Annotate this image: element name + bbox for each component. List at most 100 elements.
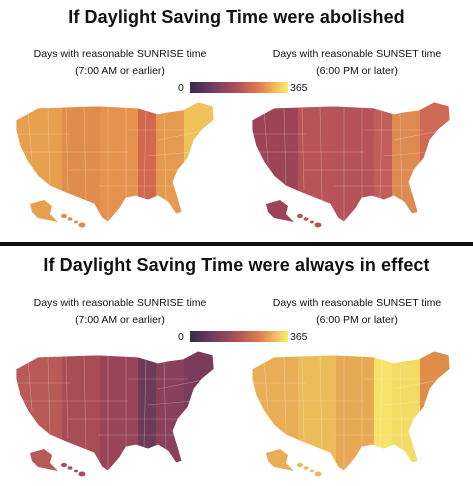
- state-border: [399, 360, 403, 450]
- time-zone-band: [336, 102, 374, 222]
- caption-line: (6:00 PM or later): [316, 65, 398, 77]
- state-border: [263, 109, 269, 163]
- state-border: [393, 378, 445, 390]
- time-zone-band: [420, 351, 450, 471]
- state-border: [27, 109, 33, 163]
- us-map: [251, 101, 451, 228]
- section-title: If Daylight Saving Time were always in e…: [43, 255, 430, 275]
- color-legend: 0 365: [178, 81, 308, 95]
- caption-line: (7:00 AM or earlier): [75, 314, 165, 326]
- state-border: [147, 151, 194, 157]
- hawaii-island: [74, 220, 78, 224]
- time-zone-band: [156, 351, 184, 471]
- hawaii-island: [67, 217, 73, 221]
- time-zone-band: [62, 102, 100, 222]
- time-zone-band: [100, 351, 138, 471]
- time-zone-band: [392, 102, 420, 222]
- state-border: [27, 358, 33, 412]
- section-divider: [0, 242, 473, 246]
- time-zone-band: [184, 351, 214, 471]
- time-zone-band: [420, 102, 450, 222]
- legend-gradient: [190, 331, 288, 342]
- hawaii-island: [61, 462, 67, 468]
- hawaii-island: [310, 220, 314, 224]
- time-zone-band: [156, 102, 184, 222]
- state-border: [83, 105, 87, 201]
- alaska-shape: [266, 200, 294, 222]
- state-border: [319, 354, 323, 450]
- hawaii-island: [61, 213, 67, 219]
- state-border: [379, 358, 383, 448]
- color-legend: 0 365: [178, 330, 308, 344]
- section-title: If Daylight Saving Time were abolished: [68, 7, 405, 27]
- state-border: [47, 107, 51, 185]
- hawaii-island: [78, 222, 86, 228]
- sunset-caption: Days with reasonable SUNSET time (6:00 P…: [247, 295, 467, 329]
- sunrise-caption: Days with reasonable SUNRISE time (7:00 …: [10, 46, 230, 80]
- alaska-shape: [266, 449, 294, 471]
- state-border: [379, 109, 383, 199]
- caption-line: (6:00 PM or later): [316, 314, 398, 326]
- state-border: [65, 355, 69, 440]
- country-outline: [15, 350, 215, 472]
- state-border: [157, 129, 209, 141]
- country-outline: [251, 350, 451, 472]
- us-map: [251, 350, 451, 477]
- us-map: [15, 101, 215, 228]
- time-zone-band: [374, 351, 392, 471]
- state-border: [83, 354, 87, 450]
- hawaii-island: [314, 471, 322, 477]
- hawaii-island: [310, 469, 314, 473]
- hawaii-island: [303, 466, 309, 470]
- country-outline: [251, 101, 451, 223]
- state-border: [143, 358, 147, 448]
- time-zone-band: [184, 102, 214, 222]
- hawaii-island: [303, 217, 309, 221]
- caption-line: (7:00 AM or earlier): [75, 65, 165, 77]
- caption-line: Days with reasonable SUNRISE time: [33, 48, 207, 60]
- state-border: [319, 105, 323, 201]
- section-always-dst: If Daylight Saving Time were always in e…: [0, 247, 473, 486]
- country-outline: [15, 101, 215, 223]
- sunrise-caption: Days with reasonable SUNRISE time (7:00 …: [10, 295, 230, 329]
- legend-gradient: [190, 82, 288, 93]
- time-zone-band: [374, 102, 392, 222]
- us-map: [15, 350, 215, 477]
- state-border: [283, 107, 287, 185]
- sunset-map: [244, 349, 464, 479]
- state-border: [301, 355, 305, 440]
- alaska-shape: [30, 449, 58, 471]
- state-border: [399, 111, 403, 201]
- legend-min: 0: [178, 82, 184, 94]
- legend-max: 365: [290, 82, 308, 94]
- time-zone-band: [336, 351, 374, 471]
- state-border: [47, 356, 51, 434]
- hawaii-island: [78, 471, 86, 477]
- sunrise-map: [8, 100, 228, 230]
- time-zone-band: [298, 351, 336, 471]
- hawaii-island: [297, 462, 303, 468]
- state-border: [147, 400, 194, 406]
- state-border: [65, 106, 69, 191]
- state-border: [301, 106, 305, 191]
- state-border: [157, 378, 209, 390]
- hawaii-island: [67, 466, 73, 470]
- time-zone-band: [298, 102, 336, 222]
- state-border: [383, 151, 430, 157]
- hawaii-island: [74, 469, 78, 473]
- hawaii-island: [297, 213, 303, 219]
- state-border: [393, 129, 445, 141]
- sunset-map: [244, 100, 464, 230]
- caption-line: Days with reasonable SUNSET time: [272, 48, 442, 60]
- legend-min: 0: [178, 331, 184, 343]
- state-border: [263, 358, 269, 412]
- state-border: [163, 111, 167, 201]
- caption-line: Days with reasonable SUNSET time: [272, 297, 442, 309]
- time-zone-band: [100, 102, 138, 222]
- time-zone-band: [138, 351, 156, 471]
- state-border: [383, 400, 430, 406]
- caption-line: Days with reasonable SUNRISE time: [33, 297, 207, 309]
- state-border: [163, 360, 167, 450]
- time-zone-band: [138, 102, 156, 222]
- time-zone-band: [392, 351, 420, 471]
